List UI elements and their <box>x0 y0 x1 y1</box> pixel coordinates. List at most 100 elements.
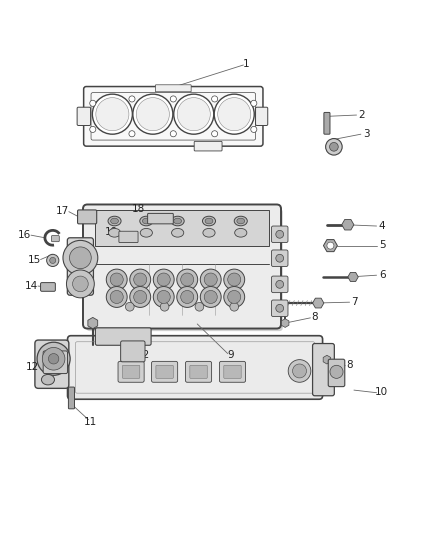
Circle shape <box>47 254 59 266</box>
FancyBboxPatch shape <box>152 361 178 382</box>
Ellipse shape <box>203 229 215 237</box>
Ellipse shape <box>171 216 184 226</box>
Circle shape <box>49 257 56 263</box>
FancyBboxPatch shape <box>51 236 59 241</box>
Circle shape <box>92 94 132 134</box>
Circle shape <box>195 302 204 311</box>
Circle shape <box>293 364 307 378</box>
FancyBboxPatch shape <box>255 107 268 125</box>
Text: 9: 9 <box>228 350 234 360</box>
FancyBboxPatch shape <box>185 361 212 382</box>
Circle shape <box>174 94 214 134</box>
FancyBboxPatch shape <box>86 209 283 331</box>
Ellipse shape <box>140 229 152 237</box>
Ellipse shape <box>142 218 150 224</box>
Ellipse shape <box>202 216 215 226</box>
Circle shape <box>251 126 257 133</box>
Text: 13: 13 <box>104 337 118 347</box>
Circle shape <box>67 270 94 298</box>
FancyBboxPatch shape <box>194 141 222 151</box>
Circle shape <box>134 273 147 286</box>
Circle shape <box>325 139 342 155</box>
Circle shape <box>63 240 98 275</box>
FancyBboxPatch shape <box>313 344 334 396</box>
Circle shape <box>181 290 194 303</box>
Circle shape <box>170 96 177 102</box>
Circle shape <box>212 131 218 137</box>
Circle shape <box>153 287 174 308</box>
Circle shape <box>204 290 217 303</box>
FancyBboxPatch shape <box>78 210 97 224</box>
Text: 10: 10 <box>375 387 389 397</box>
Circle shape <box>134 290 147 303</box>
FancyBboxPatch shape <box>68 387 74 409</box>
Circle shape <box>130 287 151 308</box>
Text: 2: 2 <box>358 110 364 119</box>
Ellipse shape <box>235 229 247 237</box>
Circle shape <box>160 302 169 311</box>
Ellipse shape <box>237 218 245 224</box>
FancyBboxPatch shape <box>272 276 288 293</box>
FancyBboxPatch shape <box>219 361 246 382</box>
Circle shape <box>110 290 123 303</box>
Circle shape <box>42 348 65 370</box>
FancyBboxPatch shape <box>328 359 345 386</box>
FancyBboxPatch shape <box>156 365 173 378</box>
FancyBboxPatch shape <box>120 341 145 362</box>
Circle shape <box>90 100 96 107</box>
FancyBboxPatch shape <box>43 351 67 374</box>
Ellipse shape <box>140 216 153 226</box>
FancyBboxPatch shape <box>84 86 263 146</box>
Text: 12: 12 <box>137 350 150 360</box>
Circle shape <box>177 287 198 308</box>
Circle shape <box>330 365 343 378</box>
Circle shape <box>224 287 245 308</box>
Circle shape <box>200 269 221 290</box>
FancyBboxPatch shape <box>119 231 138 243</box>
FancyBboxPatch shape <box>272 226 288 243</box>
Text: 1: 1 <box>243 59 250 69</box>
Circle shape <box>130 269 151 290</box>
Circle shape <box>276 254 284 262</box>
FancyBboxPatch shape <box>77 107 91 125</box>
Circle shape <box>288 360 311 382</box>
Text: 6: 6 <box>379 270 385 280</box>
Ellipse shape <box>205 218 213 224</box>
FancyBboxPatch shape <box>224 365 241 378</box>
FancyBboxPatch shape <box>83 205 281 328</box>
Circle shape <box>212 96 218 102</box>
Text: 8: 8 <box>311 312 318 322</box>
FancyBboxPatch shape <box>118 361 144 382</box>
FancyBboxPatch shape <box>67 238 93 295</box>
FancyBboxPatch shape <box>272 300 288 317</box>
FancyBboxPatch shape <box>324 112 330 134</box>
Text: 3: 3 <box>363 129 369 139</box>
Circle shape <box>110 273 123 286</box>
Circle shape <box>177 269 198 290</box>
FancyBboxPatch shape <box>67 336 322 399</box>
Bar <box>95 210 269 246</box>
Text: 16: 16 <box>18 230 32 240</box>
Circle shape <box>177 98 210 131</box>
Circle shape <box>204 273 217 286</box>
FancyBboxPatch shape <box>272 250 288 266</box>
Circle shape <box>327 242 334 249</box>
Circle shape <box>228 290 241 303</box>
Circle shape <box>106 269 127 290</box>
Circle shape <box>157 290 170 303</box>
Text: 18: 18 <box>132 204 145 214</box>
Ellipse shape <box>172 229 184 237</box>
FancyBboxPatch shape <box>155 85 191 92</box>
Text: 11: 11 <box>84 417 97 427</box>
Circle shape <box>181 273 194 286</box>
Circle shape <box>230 302 239 311</box>
Circle shape <box>96 98 129 131</box>
Circle shape <box>48 353 59 364</box>
FancyBboxPatch shape <box>122 365 140 378</box>
Text: 8: 8 <box>346 360 353 370</box>
Circle shape <box>106 287 127 308</box>
Text: 19: 19 <box>104 227 118 237</box>
Circle shape <box>200 287 221 308</box>
Circle shape <box>329 142 338 151</box>
Circle shape <box>73 276 88 292</box>
